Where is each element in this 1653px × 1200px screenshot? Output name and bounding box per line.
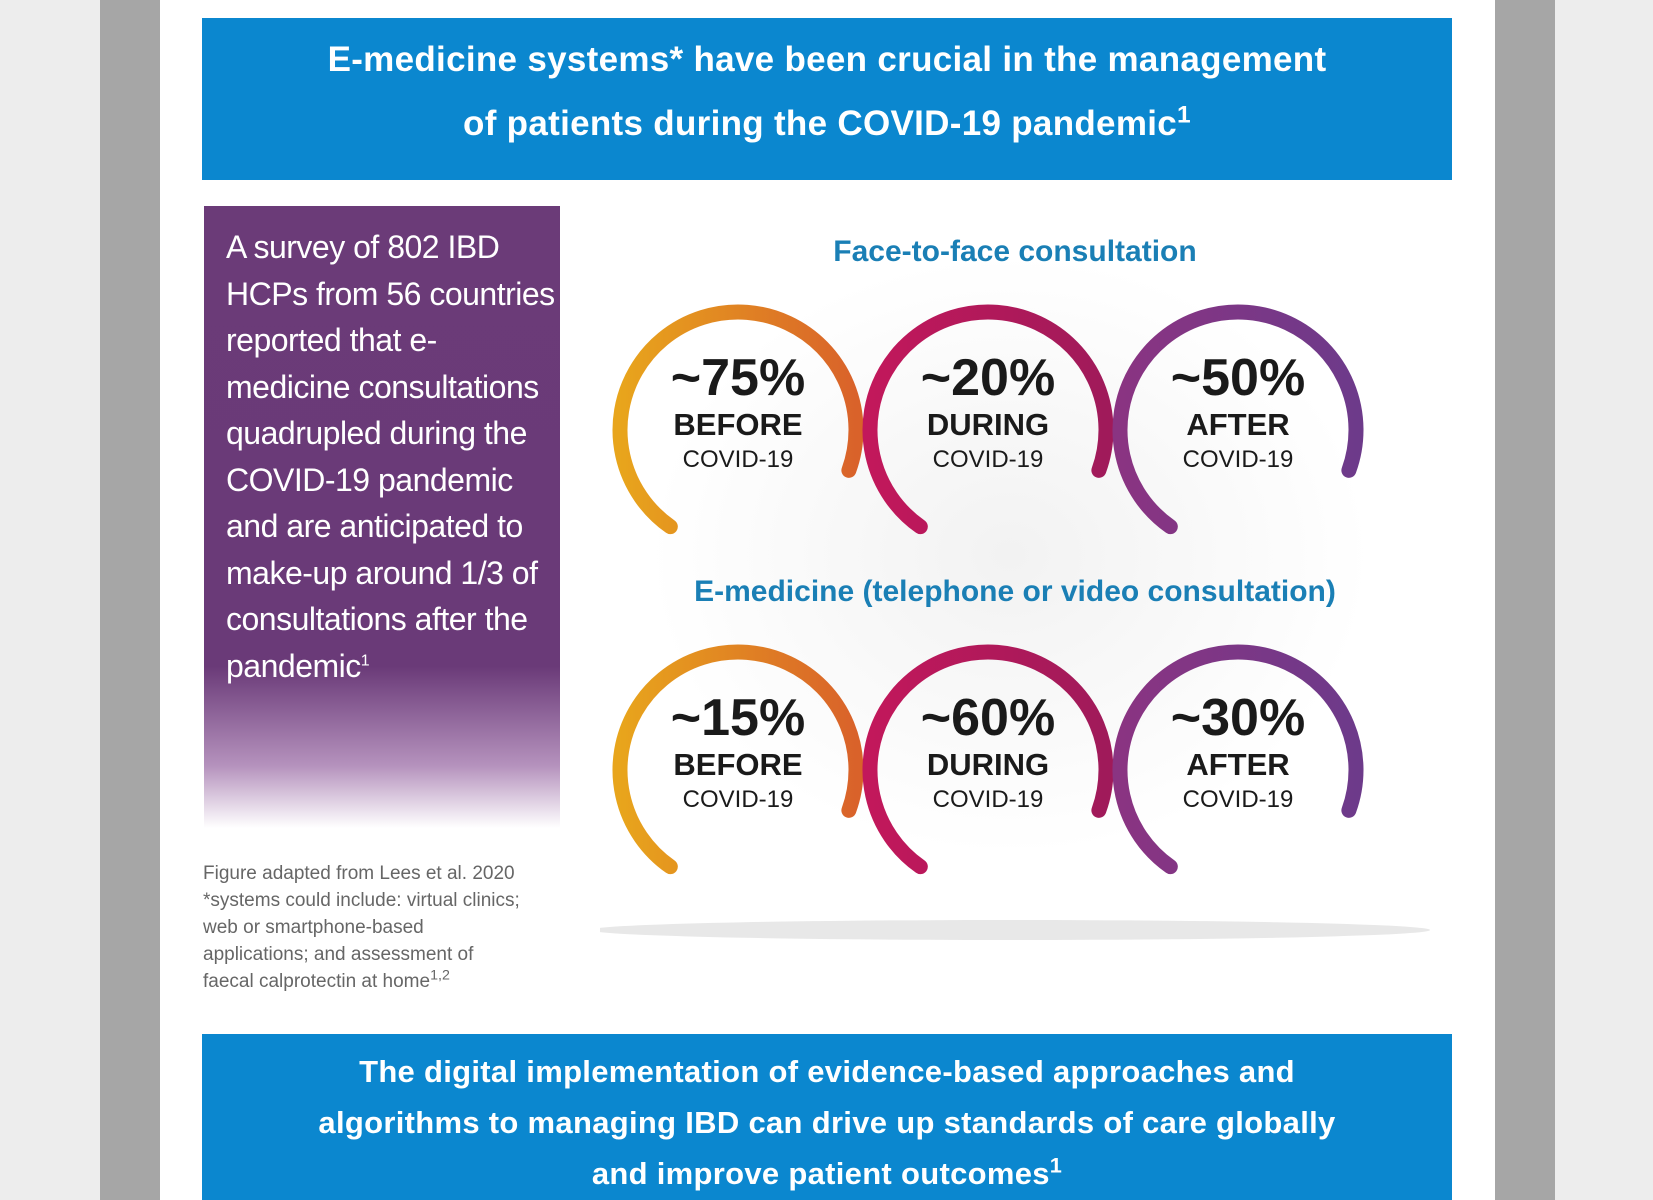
face-during-label: ~20% DURING COVID-19 xyxy=(878,350,1098,476)
face-before-phase: BEFORE xyxy=(673,407,803,442)
header-line-1: E-medicine systems* have been crucial in… xyxy=(327,40,1327,79)
emed-during-covid: COVID-19 xyxy=(932,786,1044,813)
face-during-ring xyxy=(862,304,1114,535)
page-border-left xyxy=(100,0,160,1200)
face-after-covid: COVID-19 xyxy=(1182,446,1294,473)
emed-before-label: ~15% BEFORE COVID-19 xyxy=(628,690,848,816)
footnote-line-2: *systems could include: virtual clinics; xyxy=(203,890,520,911)
footnote-line-3: web or smartphone-based xyxy=(203,917,424,938)
footnote-line-1: Figure adapted from Lees et al. 2020 xyxy=(203,863,515,884)
face-before-pct: ~75% xyxy=(670,349,806,407)
consultation-infographic: Face-to-face consultation E-medicine (te… xyxy=(600,225,1470,965)
face-after-ring xyxy=(1112,304,1364,535)
page-border-right xyxy=(1495,0,1555,1200)
emed-before-pct: ~15% xyxy=(670,689,806,747)
face-after-phase: AFTER xyxy=(1186,407,1290,442)
footnote-line-4: applications; and assessment of xyxy=(203,944,474,965)
face-after-pct: ~50% xyxy=(1170,349,1306,407)
page-margin-left xyxy=(0,0,100,1200)
emed-before-ring xyxy=(612,644,864,875)
header-line-2: of patients during the COVID-19 pandemic… xyxy=(463,101,1191,143)
page-margin-right xyxy=(1555,0,1653,1200)
face-during-pct: ~20% xyxy=(920,349,1056,407)
emed-during-ring xyxy=(862,644,1114,875)
face-during-phase: DURING xyxy=(926,407,1050,442)
footer-banner: The digital implementation of evidence-b… xyxy=(202,1034,1452,1200)
footnote-line-5: faecal calprotectin at home1,2 xyxy=(203,967,450,992)
emed-during-pct: ~60% xyxy=(920,689,1056,747)
survey-text: A survey of 802 IBD HCPs from 56 countri… xyxy=(226,229,555,684)
emed-after-pct: ~30% xyxy=(1170,689,1306,747)
rings-graphic xyxy=(600,255,1430,940)
emed-before-phase: BEFORE xyxy=(673,747,803,782)
face-before-label: ~75% BEFORE COVID-19 xyxy=(628,350,848,476)
emed-after-phase: AFTER xyxy=(1186,747,1290,782)
emed-after-ring xyxy=(1112,644,1364,875)
header-ref: 1 xyxy=(1177,101,1191,129)
emed-before-covid: COVID-19 xyxy=(682,786,794,813)
footer-ref: 1 xyxy=(1049,1152,1063,1178)
footer-line-1: The digital implementation of evidence-b… xyxy=(359,1054,1295,1089)
survey-box: A survey of 802 IBD HCPs from 56 countri… xyxy=(204,206,560,828)
footnote-ref: 1,2 xyxy=(430,967,450,984)
face-before-ring xyxy=(612,304,864,535)
emed-during-label: ~60% DURING COVID-19 xyxy=(878,690,1098,816)
survey-ref: 1 xyxy=(360,651,370,669)
face-to-face-title: Face-to-face consultation xyxy=(833,235,1197,268)
footer-line-3: and improve patient outcomes1 xyxy=(591,1152,1063,1191)
face-during-covid: COVID-19 xyxy=(932,446,1044,473)
rings-group xyxy=(612,304,1364,875)
shadow-decoration xyxy=(600,920,1430,940)
footer-line-2: algorithms to managing IBD can drive up … xyxy=(318,1105,1336,1140)
emed-after-label: ~30% AFTER COVID-19 xyxy=(1128,690,1348,816)
emed-during-phase: DURING xyxy=(926,747,1050,782)
face-after-label: ~50% AFTER COVID-19 xyxy=(1128,350,1348,476)
figure-footnote: Figure adapted from Lees et al. 2020 *sy… xyxy=(203,860,563,995)
emed-after-covid: COVID-19 xyxy=(1182,786,1294,813)
header-banner: E-medicine systems* have been crucial in… xyxy=(202,18,1452,180)
emedicine-title: E-medicine (telephone or video consultat… xyxy=(694,575,1336,608)
face-before-covid: COVID-19 xyxy=(682,446,794,473)
